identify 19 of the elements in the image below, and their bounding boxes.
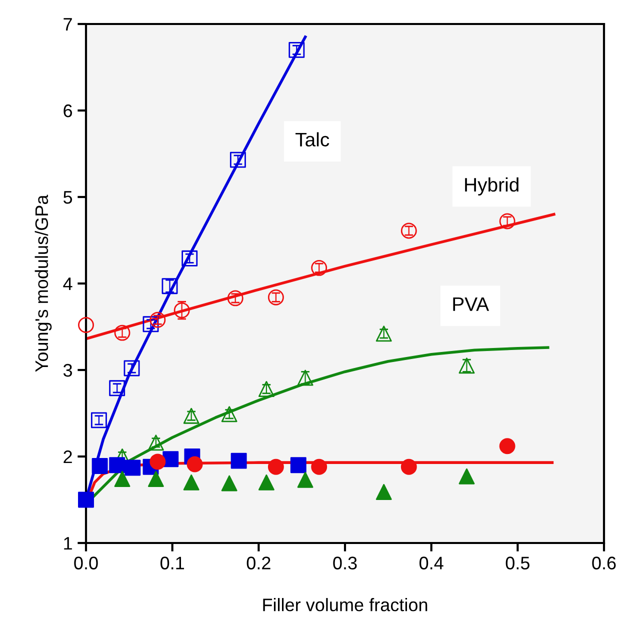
y-tick-label: 3 — [63, 364, 72, 377]
x-axis-title: Filler volume fraction — [263, 598, 428, 612]
x-tick-label: 0.0 — [74, 556, 98, 570]
annotation: Hybrid — [465, 177, 518, 196]
x-tick-label: 0.6 — [592, 556, 616, 570]
x-tick-label: 0.5 — [506, 556, 530, 570]
annotation: Talc — [296, 132, 330, 147]
x-tick-label: 0.1 — [160, 556, 184, 570]
y-tick-label: 4 — [63, 278, 72, 290]
y-tick-label: 7 — [64, 18, 72, 31]
y-tick-label: 1 — [64, 537, 72, 550]
annotation: PVA — [453, 297, 490, 311]
x-tick-label: 0.2 — [246, 556, 270, 570]
x-tick-label: 0.4 — [419, 556, 444, 570]
y-tick-label: 2 — [64, 450, 72, 464]
y-tick-label: 5 — [63, 191, 72, 204]
y-tick-label: 6 — [64, 104, 72, 118]
y-axis-title: Young's modulus/GPa — [34, 194, 52, 372]
x-tick-label: 0.3 — [333, 556, 357, 570]
